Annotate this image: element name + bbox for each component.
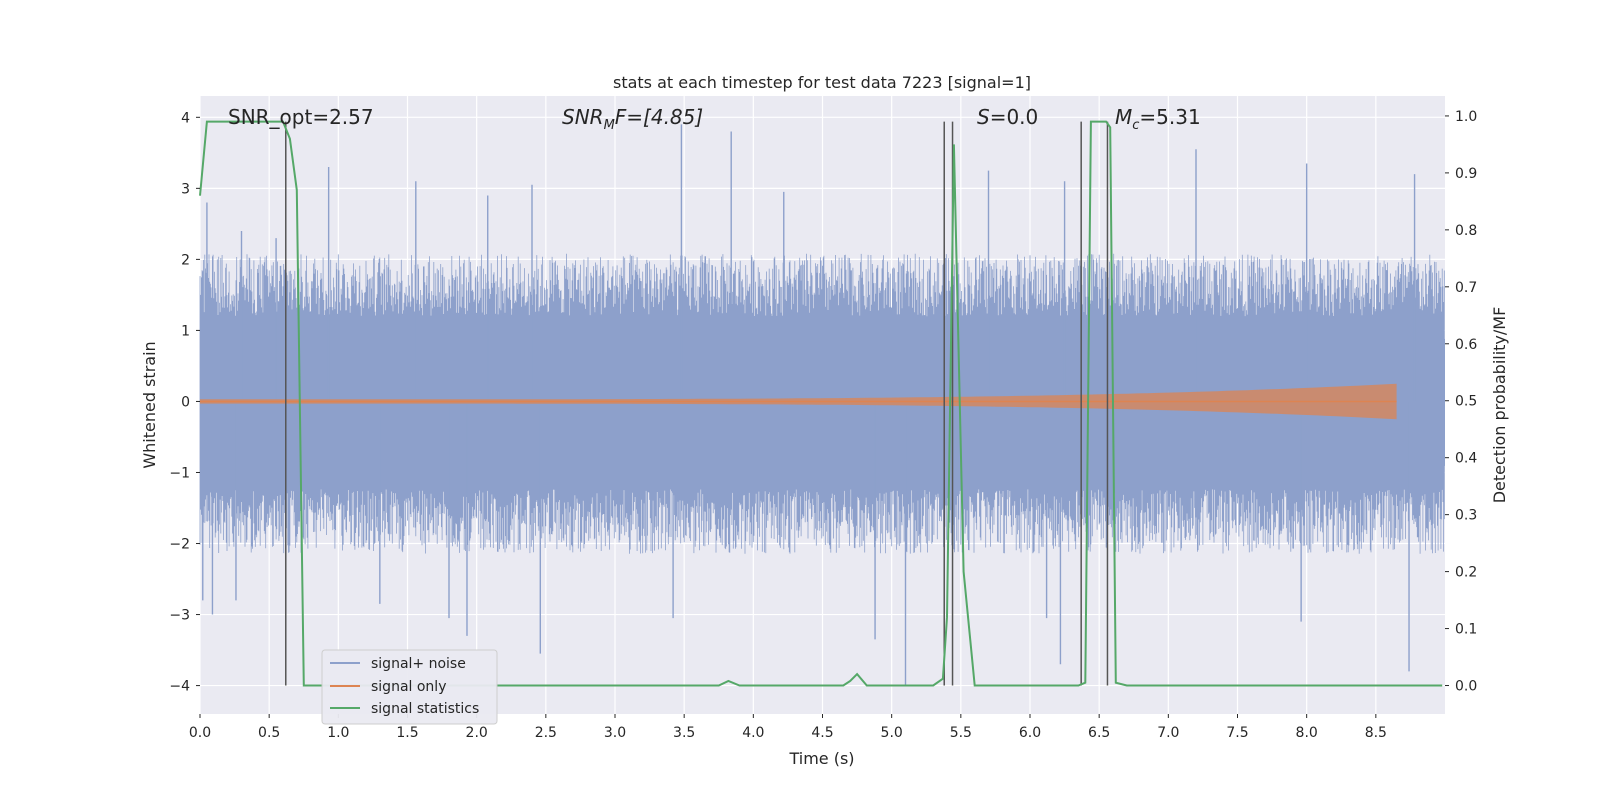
y-right-tick-label: 0.6 (1455, 337, 1477, 353)
x-tick-label: 8.0 (1296, 725, 1318, 741)
x-tick-label: 8.5 (1365, 725, 1387, 741)
legend-label-signal-statistics: signal statistics (371, 701, 479, 717)
y-left-tick-label: 0 (181, 394, 190, 410)
x-tick-label: 6.5 (1088, 725, 1110, 741)
y-right-tick-label: 0.4 (1455, 451, 1477, 467)
y-left-tick-label: −3 (169, 608, 190, 624)
y-left-tick-label: −4 (169, 679, 190, 695)
x-ticks: 0.0 0.5 1.0 1.5 2.0 2.5 3.0 3.5 4.0 4.5 5.0 5.5 6.0 6… (189, 714, 1387, 741)
x-tick-label: 3.5 (673, 725, 695, 741)
legend-frame (321, 649, 498, 725)
y-right-tick-label: 0.8 (1455, 223, 1477, 239)
x-tick-label: 3.0 (604, 725, 626, 741)
y-right-tick-label: 0.1 (1455, 622, 1477, 638)
annotation-s: S=0.0 (977, 105, 1038, 129)
y-right-tick-label: 0.0 (1455, 679, 1477, 695)
x-tick-label: 0.5 (258, 725, 280, 741)
signal-statistics-series (199, 120, 1443, 687)
signal-only-series (200, 383, 1397, 420)
x-tick-label: 7.5 (1226, 725, 1248, 741)
legend-label-signal-only: signal only (371, 679, 446, 695)
chart-title: stats at each timestep for test data 722… (613, 73, 1031, 92)
y-left-tick-label: −1 (169, 465, 190, 481)
y-left-tick-label: 4 (181, 110, 190, 126)
annotation-snr-opt: SNR_opt=2.57 (228, 105, 374, 129)
x-tick-label: 6.0 (1019, 725, 1041, 741)
annotation-snr-mf: SNRMF=[4.85] (562, 105, 703, 133)
y-left-tick-label: −2 (169, 537, 190, 553)
y-right-tick-label: 0.3 (1455, 508, 1477, 524)
x-tick-label: 4.5 (811, 725, 833, 741)
y-axis-label-left: Whitened strain (140, 341, 159, 468)
x-tick-label: 1.5 (396, 725, 418, 741)
x-tick-label: 5.0 (881, 725, 903, 741)
x-tick-label: 4.0 (742, 725, 764, 741)
y-left-tick-label: 2 (181, 252, 190, 268)
x-tick-label: 0.0 (189, 725, 211, 741)
y-right-ticks: 1.0 0.9 0.8 0.7 0.6 0.5 0.4 0.3 0.2 0.1 0.0 (1445, 109, 1477, 695)
y-left-tick-label: 3 (181, 181, 190, 197)
legend-label-signal-noise: signal+ noise (371, 656, 466, 672)
x-tick-label: 5.5 (950, 725, 972, 741)
x-tick-label: 2.5 (535, 725, 557, 741)
vertical-markers (285, 121, 1109, 686)
y-right-tick-label: 0.2 (1455, 565, 1477, 581)
signal-statistics-line (199, 120, 1443, 687)
x-tick-label: 7.0 (1157, 725, 1179, 741)
y-axis-label-right: Detection probability/MF (1490, 307, 1509, 504)
y-right-tick-label: 0.5 (1455, 394, 1477, 410)
x-tick-label: 2.0 (466, 725, 488, 741)
annotation-mc: Mc=5.31 (1115, 105, 1201, 133)
x-axis-label: Time (s) (788, 749, 854, 768)
y-left-ticks: 4 3 2 1 0 −1 −2 −3 −4 (169, 110, 200, 695)
y-right-tick-label: 1.0 (1455, 109, 1477, 125)
y-right-tick-label: 0.9 (1455, 166, 1477, 182)
legend: signal+ noise signal only signal statist… (321, 649, 498, 725)
x-tick-label: 1.0 (327, 725, 349, 741)
y-left-tick-label: 1 (181, 323, 190, 339)
y-right-tick-label: 0.7 (1455, 280, 1477, 296)
